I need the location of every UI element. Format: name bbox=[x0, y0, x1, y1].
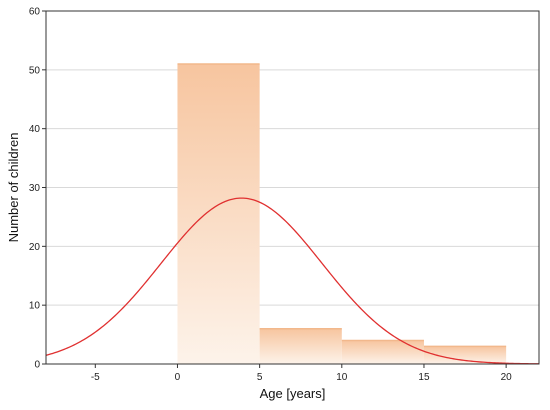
x-tick-label--5: -5 bbox=[91, 372, 100, 383]
x-tick-label-0: 0 bbox=[175, 372, 181, 383]
x-axis-title: Age [years] bbox=[260, 386, 326, 401]
x-tick-label-15: 15 bbox=[418, 372, 430, 383]
x-tick-label-5: 5 bbox=[257, 372, 263, 383]
y-axis-title: Number of children bbox=[6, 133, 21, 243]
y-tick-label-20: 20 bbox=[29, 242, 41, 253]
tick-labels: 0 10 20 30 40 50 60 -5 0 5 10 15 20 bbox=[29, 7, 512, 384]
y-tick-label-10: 10 bbox=[29, 301, 41, 312]
y-tick-label-40: 40 bbox=[29, 124, 41, 135]
y-tick-label-50: 50 bbox=[29, 65, 41, 76]
histogram-bar-2 bbox=[341, 340, 424, 364]
y-tick-label-30: 30 bbox=[29, 183, 41, 194]
x-tick-label-10: 10 bbox=[336, 372, 348, 383]
fitted-curve bbox=[45, 197, 540, 365]
y-tick-label-0: 0 bbox=[34, 360, 40, 371]
y-tick-label-60: 60 bbox=[29, 7, 41, 18]
x-tick-label-20: 20 bbox=[501, 372, 513, 383]
histogram-bars bbox=[177, 63, 507, 364]
histogram-bar-0 bbox=[177, 63, 260, 364]
grid-lines bbox=[46, 69, 539, 306]
histogram-bar-3 bbox=[423, 346, 507, 364]
histogram-bar-1 bbox=[259, 328, 342, 364]
normal-fit-line bbox=[45, 197, 540, 365]
